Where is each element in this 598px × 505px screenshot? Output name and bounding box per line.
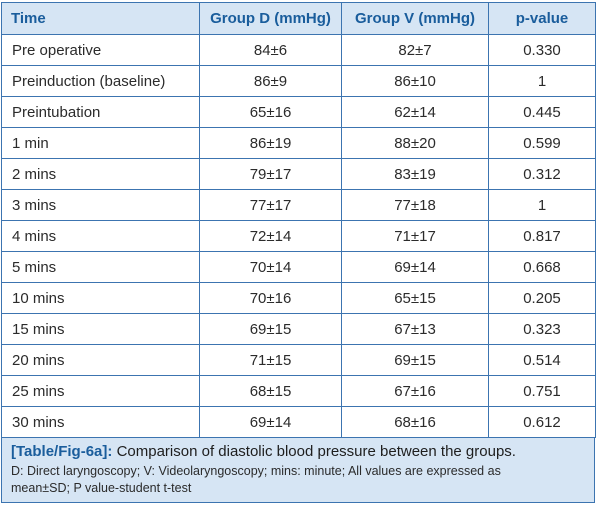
cell-group-v: 69±15: [341, 344, 489, 376]
header-group-d: Group D (mmHg): [199, 2, 342, 35]
cell-time: 2 mins: [1, 158, 200, 190]
cell-group-v: 69±14: [341, 251, 489, 283]
cell-p-value: 0.312: [488, 158, 596, 190]
cell-time: 5 mins: [1, 251, 200, 283]
table-row: 3 mins 77±17 77±18 1: [1, 189, 596, 221]
cell-group-d: 86±9: [199, 65, 342, 97]
cell-group-d: 68±15: [199, 375, 342, 407]
cell-group-d: 86±19: [199, 127, 342, 159]
cell-time: 4 mins: [1, 220, 200, 252]
cell-time: 1 min: [1, 127, 200, 159]
cell-group-d: 84±6: [199, 34, 342, 66]
cell-group-v: 67±16: [341, 375, 489, 407]
cell-group-d: 70±14: [199, 251, 342, 283]
cell-p-value: 0.599: [488, 127, 596, 159]
cell-group-d: 71±15: [199, 344, 342, 376]
cell-time: Preintubation: [1, 96, 200, 128]
table-caption: [Table/Fig-6a]: Comparison of diastolic …: [1, 437, 595, 503]
table-row: 2 mins 79±17 83±19 0.312: [1, 158, 596, 190]
table-row: 20 mins 71±15 69±15 0.514: [1, 344, 596, 376]
cell-group-v: 86±10: [341, 65, 489, 97]
caption-note-line-2: mean±SD; P value-student t-test: [11, 481, 192, 495]
cell-group-d: 69±14: [199, 406, 342, 438]
table-row: Pre operative 84±6 82±7 0.330: [1, 34, 596, 66]
caption-title: Comparison of diastolic blood pressure b…: [116, 443, 516, 460]
cell-time: Pre operative: [1, 34, 200, 66]
table-row: 30 mins 69±14 68±16 0.612: [1, 406, 596, 438]
caption-note-line-1: D: Direct laryngoscopy; V: Videolaryngos…: [11, 464, 501, 478]
cell-p-value: 0.323: [488, 313, 596, 345]
cell-time: 30 mins: [1, 406, 200, 438]
cell-time: 15 mins: [1, 313, 200, 345]
cell-group-d: 72±14: [199, 220, 342, 252]
diastolic-bp-table: Time Group D (mmHg) Group V (mmHg) p-val…: [1, 2, 596, 438]
table-row: 5 mins 70±14 69±14 0.668: [1, 251, 596, 283]
cell-p-value: 0.817: [488, 220, 596, 252]
cell-group-v: 65±15: [341, 282, 489, 314]
cell-p-value: 0.668: [488, 251, 596, 283]
table-row: 1 min 86±19 88±20 0.599: [1, 127, 596, 159]
cell-group-v: 82±7: [341, 34, 489, 66]
table-row: Preintubation 65±16 62±14 0.445: [1, 96, 596, 128]
header-p-value: p-value: [488, 2, 596, 35]
cell-group-v: 71±17: [341, 220, 489, 252]
cell-time: 20 mins: [1, 344, 200, 376]
cell-p-value: 0.612: [488, 406, 596, 438]
cell-group-d: 77±17: [199, 189, 342, 221]
cell-group-v: 68±16: [341, 406, 489, 438]
cell-group-v: 77±18: [341, 189, 489, 221]
cell-p-value: 0.751: [488, 375, 596, 407]
cell-p-value: 0.514: [488, 344, 596, 376]
cell-p-value: 0.205: [488, 282, 596, 314]
table-row: 15 mins 69±15 67±13 0.323: [1, 313, 596, 345]
cell-p-value: 1: [488, 65, 596, 97]
table-row: 4 mins 72±14 71±17 0.817: [1, 220, 596, 252]
header-group-v: Group V (mmHg): [341, 2, 489, 35]
cell-group-d: 79±17: [199, 158, 342, 190]
caption-note: D: Direct laryngoscopy; V: Videolaryngos…: [11, 463, 585, 497]
cell-group-v: 62±14: [341, 96, 489, 128]
table-row: Preinduction (baseline) 86±9 86±10 1: [1, 65, 596, 97]
cell-time: 25 mins: [1, 375, 200, 407]
cell-group-v: 67±13: [341, 313, 489, 345]
cell-p-value: 1: [488, 189, 596, 221]
cell-p-value: 0.330: [488, 34, 596, 66]
caption-title-line: [Table/Fig-6a]: Comparison of diastolic …: [11, 442, 585, 461]
caption-tag: [Table/Fig-6a]:: [11, 443, 113, 460]
cell-group-v: 88±20: [341, 127, 489, 159]
table-header-row: Time Group D (mmHg) Group V (mmHg) p-val…: [1, 2, 596, 35]
cell-time: 10 mins: [1, 282, 200, 314]
cell-time: Preinduction (baseline): [1, 65, 200, 97]
cell-group-d: 65±16: [199, 96, 342, 128]
cell-time: 3 mins: [1, 189, 200, 221]
header-time: Time: [1, 2, 200, 35]
cell-p-value: 0.445: [488, 96, 596, 128]
table-row: 25 mins 68±15 67±16 0.751: [1, 375, 596, 407]
cell-group-d: 69±15: [199, 313, 342, 345]
table-row: 10 mins 70±16 65±15 0.205: [1, 282, 596, 314]
cell-group-d: 70±16: [199, 282, 342, 314]
cell-group-v: 83±19: [341, 158, 489, 190]
